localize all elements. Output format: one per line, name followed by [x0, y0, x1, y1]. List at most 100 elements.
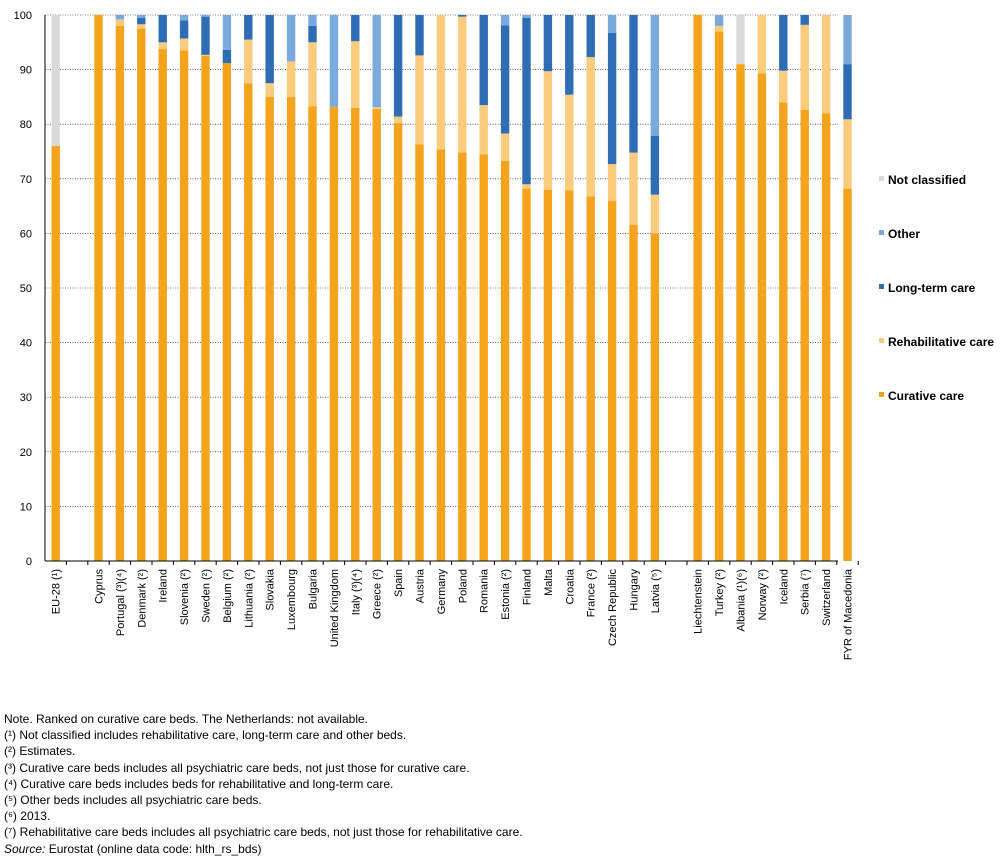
bar-segment-rehabilitative-care	[629, 152, 638, 225]
bar-segment-curative-care	[650, 233, 660, 561]
bar-segment-long-term-care	[843, 64, 852, 120]
bar-segment-curative-care	[244, 83, 253, 561]
x-tick-label: Slovenia (²)	[179, 569, 191, 625]
x-tick-label: Turkey (²)	[714, 569, 726, 616]
x-tick-label: Czech Republic	[607, 569, 619, 647]
bar-segment-curative-care	[201, 55, 210, 561]
bar-segment-long-term-care	[308, 25, 317, 43]
bar-segment-rehabilitative-care	[351, 41, 360, 108]
legend-swatch-long-term-care	[879, 284, 884, 289]
bar-segment-other	[179, 15, 189, 21]
y-tick-label: 90	[20, 65, 32, 77]
y-tick-label: 40	[20, 338, 32, 350]
x-tick-label: Croatia	[564, 568, 576, 604]
bar-segment-curative-care	[415, 144, 424, 562]
bar-segment-other	[115, 15, 125, 20]
legend-label-other: Other	[888, 227, 920, 241]
bar-segment-curative-care	[586, 196, 595, 561]
x-tick-label: Belgium (²)	[222, 569, 234, 623]
bar-segment-other	[137, 15, 146, 18]
bar-segment-rehabilitative-care	[565, 94, 574, 191]
bar-segment-rehabilitative-care	[650, 194, 660, 234]
bar-segment-long-term-care	[158, 15, 167, 43]
bar-segment-long-term-care	[265, 15, 274, 84]
bar-segment-rehabilitative-care	[800, 24, 809, 111]
x-tick-label: Cyprus	[94, 569, 106, 604]
legend-label-curative-care: Curative care	[888, 389, 964, 403]
bar-segment-curative-care	[51, 146, 60, 562]
bar-segment-other	[372, 15, 381, 108]
bar-segment-long-term-care	[222, 49, 232, 64]
y-tick-label: 70	[20, 174, 32, 186]
bar-segment-long-term-care	[607, 33, 617, 165]
x-tick-label: Serbia (⁷)	[800, 569, 812, 615]
bar-segment-curative-care	[265, 96, 274, 562]
bar-segment-curative-care	[693, 15, 702, 561]
bar-segment-long-term-care	[629, 15, 638, 153]
y-tick-label: 80	[20, 119, 32, 131]
x-tick-label: Sweden (²)	[201, 569, 213, 623]
bar-segment-rehabilitative-care	[779, 70, 788, 103]
legend-swatch-not-classified	[879, 176, 884, 181]
bar-segment-curative-care	[736, 64, 745, 561]
legend-swatch-curative-care	[879, 392, 884, 397]
x-tick-label: Romania	[479, 568, 491, 613]
bar-segment-rehabilitative-care	[500, 133, 510, 161]
bar-segment-long-term-care	[393, 15, 403, 117]
x-tick-label: Ireland	[158, 569, 170, 603]
bar-segment-curative-care	[436, 149, 446, 562]
bar-segment-curative-care	[714, 31, 724, 561]
x-tick-label: EU-28 (¹)	[51, 569, 63, 614]
bar-segment-long-term-care	[500, 25, 510, 134]
bar-segment-other	[329, 15, 339, 107]
x-tick-label: Bulgaria	[308, 568, 320, 609]
bar-segment-curative-care	[607, 200, 617, 561]
bar-segment-rehabilitative-care	[201, 54, 210, 56]
bar-segment-curative-care	[372, 108, 381, 562]
bar-segment-rehabilitative-care	[393, 116, 403, 124]
bar-segment-curative-care	[329, 106, 339, 561]
bar-segment-long-term-care	[201, 16, 210, 55]
x-tick-label: Italy (³)(⁴)	[350, 569, 362, 615]
legend: Not classified Other Long-term care Rehabil…	[879, 173, 994, 403]
bar-segment-rehabilitative-care	[586, 57, 595, 197]
bar-segment-curative-care	[757, 73, 767, 561]
bar-segment-other	[522, 15, 531, 18]
bar-segment-curative-care	[500, 160, 510, 562]
bar-segment-long-term-care	[458, 15, 467, 17]
y-tick-label: 10	[20, 501, 32, 513]
note-line: (²) Estimates.	[4, 744, 76, 759]
bar-segment-rehabilitative-care	[479, 105, 488, 155]
bar-segment-long-term-care	[522, 17, 531, 185]
bar-segment-curative-care	[222, 63, 232, 561]
bar-segment-rehabilitative-care	[543, 71, 553, 190]
bar-segment-rehabilitative-care	[757, 15, 767, 74]
bar-segment-long-term-care	[650, 135, 660, 195]
bar-segment-rehabilitative-care	[843, 119, 852, 189]
bar-segment-curative-care	[393, 123, 403, 561]
bar-segment-other	[500, 15, 510, 26]
axes: 0 10 20 30 40 50 60 70 80 90 100 EU-28 (¹) Cyprus Por…	[14, 10, 859, 660]
x-tick-label: Finland	[522, 569, 534, 605]
bar-segment-curative-care	[543, 189, 553, 561]
x-tick-label: Portugal (³)(⁴)	[115, 569, 127, 636]
bar-segment-other	[222, 15, 232, 50]
note-line: (⁵) Other beds includes all psychiatric …	[4, 793, 262, 808]
x-tick-label: Poland	[457, 569, 469, 603]
bar-segment-curative-care	[308, 106, 317, 561]
legend-label-not-classified: Not classified	[888, 173, 966, 187]
bar-segment-not-classified	[51, 15, 60, 147]
bar-segment-curative-care	[351, 107, 360, 561]
legend-swatch-other	[879, 230, 884, 235]
y-tick-label: 100	[14, 10, 32, 22]
x-tick-label: Norway (²)	[757, 569, 769, 620]
y-tick-label: 30	[20, 392, 32, 404]
source-line: Source: Eurostat (online data code: hlth…	[4, 841, 523, 857]
bar-segment-curative-care	[137, 28, 146, 561]
note-line: (³) Curative care beds includes all psyc…	[4, 760, 470, 775]
bar-segment-rehabilitative-care	[158, 42, 167, 49]
note-line: (⁷) Rehabilitative care beds includes al…	[4, 825, 523, 840]
bar-segment-rehabilitative-care	[179, 38, 189, 51]
source-text: Eurostat (online data code: hlth_rs_bds)	[45, 841, 262, 856]
gridlines	[45, 14, 838, 507]
